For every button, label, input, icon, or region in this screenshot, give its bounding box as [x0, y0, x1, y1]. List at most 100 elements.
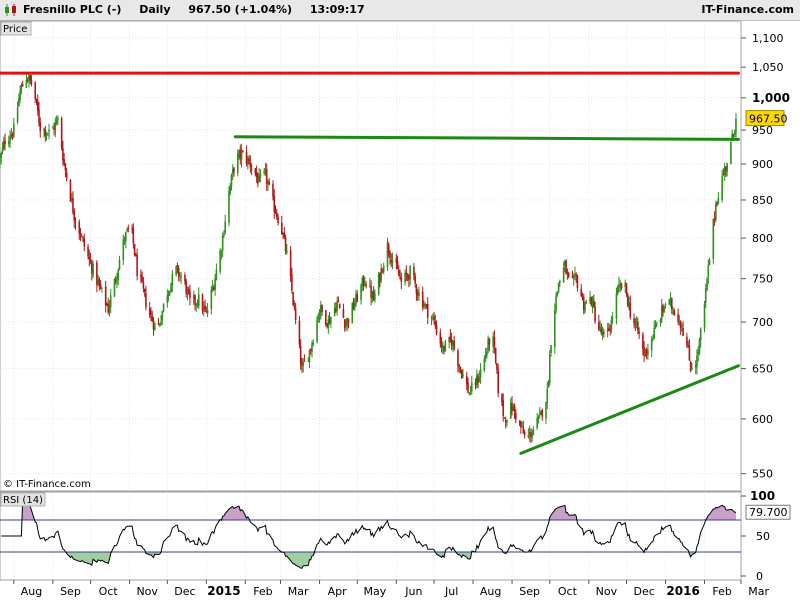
candle-body — [162, 303, 165, 312]
candle-body — [414, 276, 416, 284]
candle-body — [686, 336, 688, 346]
candle-body — [97, 280, 99, 284]
candle-body — [730, 142, 732, 165]
candle-body — [409, 265, 411, 280]
candle-body — [122, 239, 125, 261]
candle-body — [496, 363, 498, 371]
candle-body — [600, 328, 603, 334]
candle-body — [629, 302, 632, 318]
candle-body — [503, 417, 506, 419]
candle-body — [562, 267, 565, 283]
candle-body — [356, 293, 359, 302]
price-label-box — [0, 21, 32, 36]
candle-body — [64, 163, 67, 171]
candle-body — [598, 322, 600, 330]
candle-body — [114, 279, 117, 281]
candle-body — [291, 274, 293, 291]
candle-body — [151, 316, 154, 322]
x-tick-label: 2016 — [666, 584, 699, 598]
candle-body — [54, 122, 57, 131]
y-tick-label: 750 — [752, 273, 773, 286]
candle-body — [277, 216, 279, 223]
candle-body — [704, 288, 707, 303]
candle-body — [118, 260, 121, 270]
candle-body — [35, 98, 38, 101]
candle-body — [65, 172, 68, 179]
candle-body — [157, 323, 160, 325]
candle-body — [274, 210, 277, 214]
candle-body — [717, 198, 720, 204]
candle-body — [34, 82, 37, 100]
candle-body — [660, 305, 663, 321]
candle-body — [624, 282, 627, 288]
candle-body — [391, 259, 394, 264]
candle-body — [453, 340, 455, 349]
candle-body — [201, 294, 204, 312]
candle-body — [433, 316, 435, 321]
candle-body — [250, 168, 253, 170]
candle-body — [708, 260, 711, 266]
x-tick-label: Jun — [404, 585, 422, 598]
candle-body — [439, 332, 442, 344]
candle-body — [317, 317, 320, 320]
candle-body — [160, 321, 162, 325]
candle-body — [669, 299, 672, 301]
candle-body — [57, 117, 59, 121]
candle-body — [223, 233, 225, 235]
candle-body — [228, 191, 230, 223]
candle-body — [293, 305, 296, 308]
candle-body — [633, 318, 635, 324]
y-tick-label: 700 — [752, 316, 773, 329]
candle-body — [538, 413, 541, 416]
candle-body — [671, 298, 673, 309]
x-tick-label: Sep — [519, 585, 540, 598]
candle-body — [672, 309, 674, 310]
candle-body — [715, 203, 717, 221]
candle-body — [28, 75, 30, 82]
candle-body — [320, 305, 322, 313]
candle-body — [53, 127, 55, 131]
candle-body — [0, 158, 1, 162]
candle-body — [418, 292, 420, 296]
rsi-overbought-fill — [1, 501, 736, 520]
candle-body — [308, 350, 311, 363]
rsi-label-box — [0, 492, 46, 507]
candle-body — [140, 274, 142, 278]
candle-body — [677, 314, 679, 322]
candle-body — [435, 324, 438, 334]
candle-body — [698, 339, 701, 354]
candle-body — [421, 291, 424, 308]
candle-body — [589, 298, 591, 302]
y-tick-label: 900 — [752, 158, 773, 171]
candle-body — [1, 147, 4, 152]
candle-body — [8, 141, 10, 145]
candle-body — [527, 435, 530, 437]
rsi-value: 79.700 — [749, 506, 788, 519]
candle-body — [465, 375, 468, 384]
candle-body — [645, 349, 648, 354]
candle-body — [89, 259, 92, 263]
candle-body — [642, 334, 644, 349]
candle-body — [88, 256, 91, 260]
candle-body — [443, 346, 445, 352]
candle-body — [312, 342, 315, 345]
candle-body — [713, 218, 716, 220]
candle-body — [206, 310, 209, 314]
candle-body — [365, 284, 367, 287]
x-tick-label: Nov — [596, 585, 618, 598]
candle-body — [398, 269, 400, 276]
candle-body — [532, 429, 535, 436]
candle-body — [522, 427, 525, 434]
y-tick-label: 950 — [752, 124, 773, 137]
candle-body — [487, 338, 489, 351]
candle-body — [240, 150, 243, 160]
candle-body — [413, 267, 415, 276]
candle-body — [108, 305, 111, 312]
candle-body — [555, 295, 557, 311]
candle-body — [342, 309, 345, 319]
candle-body — [185, 281, 187, 295]
candle-body — [483, 358, 486, 371]
candle-body — [469, 393, 472, 394]
candle-body — [221, 235, 224, 251]
candle-body — [426, 304, 429, 318]
